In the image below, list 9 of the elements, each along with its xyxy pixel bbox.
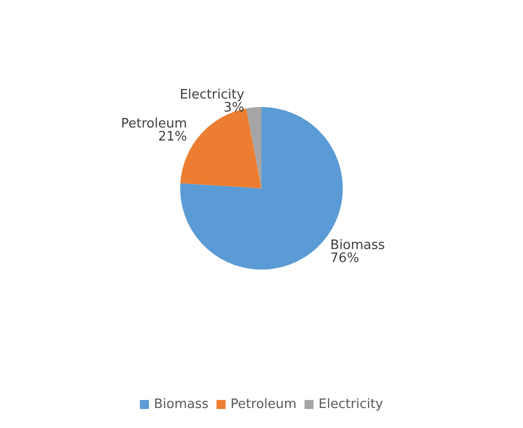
data-label: 76% xyxy=(330,250,360,266)
legend-label: Biomass xyxy=(154,397,209,412)
legend-label: Electricity xyxy=(318,397,384,412)
slice-label: Electricity xyxy=(180,87,245,102)
data-label: 21% xyxy=(158,130,187,145)
legend-label: Petroleum xyxy=(230,397,297,412)
data-label: 3% xyxy=(224,100,244,116)
slice-label: Petroleum xyxy=(121,116,187,132)
slice-label: Biomass xyxy=(330,238,386,253)
